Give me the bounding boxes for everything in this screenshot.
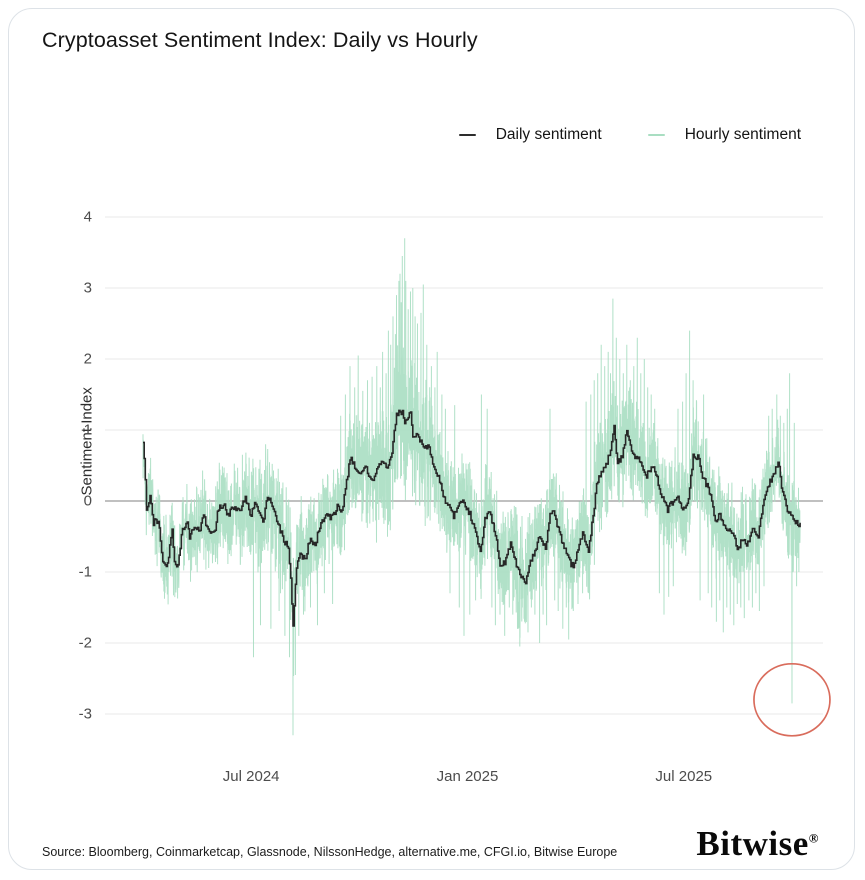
- y-tick-label: 1: [83, 421, 92, 439]
- highlight-circle-annotation: [753, 662, 831, 737]
- legend-item-daily: Daily sentiment: [458, 126, 602, 144]
- y-tick-label: -3: [78, 705, 92, 723]
- y-tick-label: 3: [83, 279, 92, 297]
- chart-title: Cryptoasset Sentiment Index: Daily vs Ho…: [42, 28, 478, 52]
- legend-label-daily: Daily sentiment: [495, 126, 602, 143]
- bitwise-logo: Bitwise®: [696, 824, 819, 863]
- y-tick-label: -1: [78, 563, 92, 581]
- hourly-line-swatch-icon: [647, 133, 665, 137]
- y-tick-label: 2: [83, 350, 92, 368]
- registered-trademark-icon: ®: [808, 830, 819, 846]
- hourly-series-line: [142, 238, 801, 736]
- x-tick-label: Jul 2024: [222, 768, 280, 785]
- x-tick-label: Jul 2025: [655, 768, 713, 785]
- y-tick-label: 0: [83, 492, 92, 510]
- source-text: Source: Bloomberg, Coinmarketcap, Glassn…: [42, 845, 618, 859]
- y-axis-label: Sentiment Index: [78, 387, 96, 496]
- daily-line-swatch-icon: [458, 133, 476, 137]
- y-tick-label: -2: [78, 634, 92, 652]
- legend: Daily sentiment Hourly sentiment: [458, 126, 801, 144]
- legend-label-hourly: Hourly sentiment: [684, 126, 801, 143]
- daily-series-line: [143, 409, 801, 627]
- x-tick-label: Jan 2025: [436, 768, 499, 785]
- y-tick-label: 4: [83, 208, 92, 226]
- legend-item-hourly: Hourly sentiment: [647, 126, 801, 144]
